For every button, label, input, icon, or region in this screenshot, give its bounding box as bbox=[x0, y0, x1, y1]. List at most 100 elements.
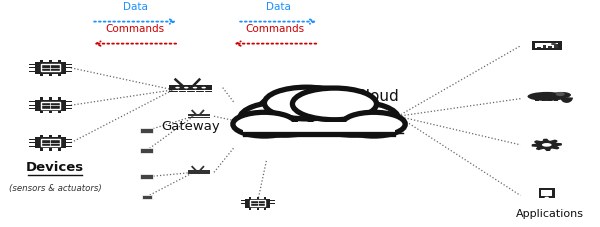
Bar bbox=[65, 102, 72, 103]
Text: Devices: Devices bbox=[26, 161, 84, 174]
Bar bbox=[542, 99, 545, 102]
Bar bbox=[257, 197, 259, 199]
Bar bbox=[35, 63, 65, 74]
Bar bbox=[29, 68, 35, 69]
Bar bbox=[29, 109, 35, 110]
Bar bbox=[58, 74, 61, 76]
Bar bbox=[41, 102, 59, 109]
Bar bbox=[58, 61, 61, 63]
Bar bbox=[245, 199, 270, 208]
Bar bbox=[241, 206, 245, 207]
Bar bbox=[241, 200, 245, 201]
Bar bbox=[241, 203, 245, 204]
Bar bbox=[49, 98, 52, 100]
Polygon shape bbox=[532, 140, 562, 151]
Bar bbox=[41, 140, 59, 146]
Text: Applications: Applications bbox=[515, 207, 584, 217]
Circle shape bbox=[545, 197, 549, 198]
Bar bbox=[40, 135, 43, 137]
Bar bbox=[244, 122, 395, 135]
Bar bbox=[35, 100, 65, 111]
Circle shape bbox=[265, 88, 349, 119]
Bar bbox=[169, 86, 212, 91]
Circle shape bbox=[239, 102, 328, 136]
Text: Platform: Platform bbox=[331, 117, 395, 132]
Bar bbox=[188, 114, 211, 117]
Bar bbox=[539, 188, 554, 199]
Bar bbox=[140, 148, 153, 153]
Bar bbox=[40, 111, 43, 114]
Bar bbox=[537, 47, 541, 49]
Bar bbox=[542, 46, 547, 49]
Bar bbox=[49, 74, 52, 76]
Bar bbox=[40, 149, 43, 151]
Bar bbox=[535, 99, 539, 102]
Ellipse shape bbox=[553, 93, 571, 99]
Bar bbox=[535, 43, 558, 49]
Circle shape bbox=[310, 102, 398, 136]
Bar bbox=[270, 200, 275, 201]
Bar bbox=[140, 128, 153, 133]
Ellipse shape bbox=[527, 92, 566, 101]
Bar bbox=[541, 190, 553, 196]
Circle shape bbox=[551, 44, 556, 46]
Bar bbox=[41, 65, 59, 72]
Text: Data: Data bbox=[266, 2, 290, 12]
Bar bbox=[554, 99, 559, 102]
Circle shape bbox=[202, 87, 206, 89]
Text: (sensors & actuators): (sensors & actuators) bbox=[9, 183, 101, 192]
Bar bbox=[249, 208, 251, 210]
Circle shape bbox=[259, 89, 380, 134]
Bar bbox=[49, 135, 52, 137]
Bar bbox=[65, 109, 72, 110]
Bar bbox=[548, 99, 552, 102]
Bar bbox=[270, 203, 275, 204]
Text: Commands: Commands bbox=[246, 23, 305, 33]
Text: IoT Cloud: IoT Cloud bbox=[327, 89, 399, 104]
Bar bbox=[29, 139, 35, 140]
Bar bbox=[58, 135, 61, 137]
Bar bbox=[257, 208, 259, 210]
Bar bbox=[249, 197, 251, 199]
Text: Gateway: Gateway bbox=[161, 119, 220, 132]
Bar bbox=[554, 45, 558, 49]
Bar bbox=[29, 65, 35, 66]
Bar bbox=[49, 149, 52, 151]
Circle shape bbox=[342, 113, 405, 136]
Bar bbox=[58, 149, 61, 151]
Bar bbox=[548, 47, 552, 49]
Bar bbox=[270, 206, 275, 207]
Bar bbox=[40, 74, 43, 76]
Bar bbox=[188, 173, 211, 174]
Circle shape bbox=[292, 89, 377, 120]
Bar bbox=[29, 146, 35, 147]
Ellipse shape bbox=[556, 92, 565, 97]
Bar bbox=[29, 102, 35, 103]
Text: Commands: Commands bbox=[106, 23, 165, 33]
Bar bbox=[65, 65, 72, 66]
Bar bbox=[142, 195, 152, 199]
Bar bbox=[65, 139, 72, 140]
Bar bbox=[65, 68, 72, 69]
Bar bbox=[532, 42, 562, 51]
Bar bbox=[65, 146, 72, 147]
Circle shape bbox=[233, 113, 296, 136]
Circle shape bbox=[542, 143, 551, 147]
Bar bbox=[49, 111, 52, 114]
Bar bbox=[49, 61, 52, 63]
Bar bbox=[40, 98, 43, 100]
Bar bbox=[29, 105, 35, 106]
Bar bbox=[65, 105, 72, 106]
Circle shape bbox=[175, 87, 180, 89]
Bar bbox=[58, 98, 61, 100]
Bar bbox=[264, 208, 266, 210]
Bar bbox=[188, 170, 211, 173]
Circle shape bbox=[193, 87, 197, 89]
Bar bbox=[250, 200, 265, 206]
Bar bbox=[169, 92, 212, 93]
Circle shape bbox=[184, 87, 188, 89]
Text: Data: Data bbox=[123, 2, 148, 12]
Bar bbox=[35, 137, 65, 149]
Bar bbox=[40, 61, 43, 63]
Bar bbox=[140, 175, 153, 179]
